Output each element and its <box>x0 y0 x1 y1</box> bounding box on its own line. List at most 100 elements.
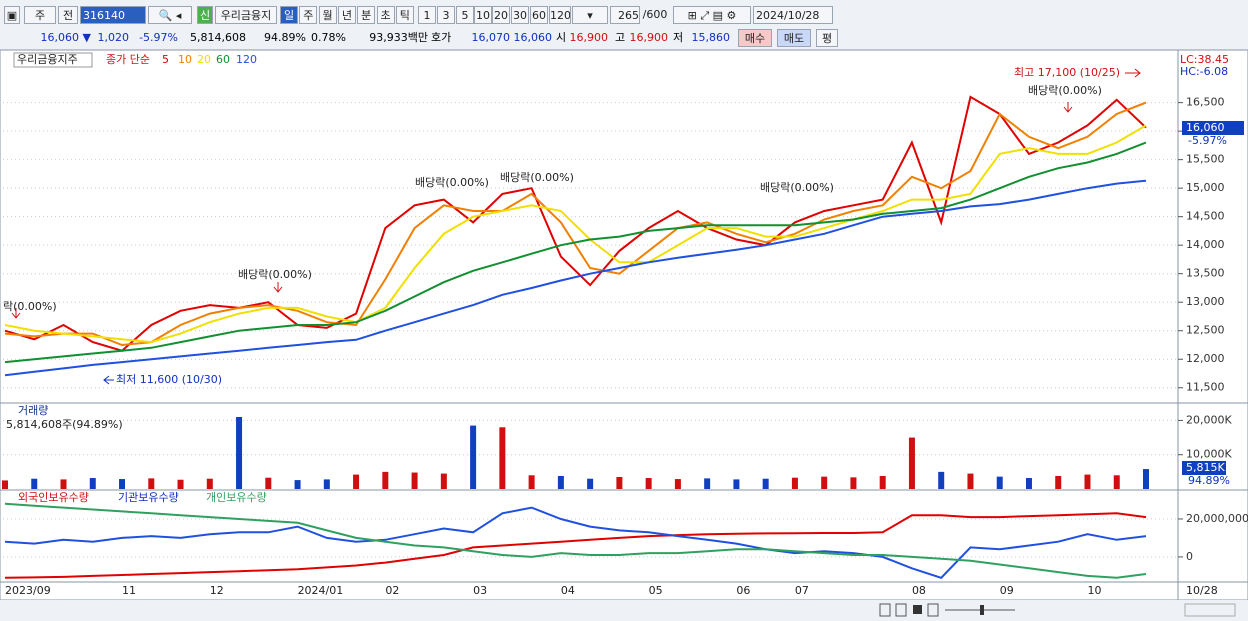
interval-button[interactable]: 일 <box>280 6 298 24</box>
y-tick-label: 0 <box>1186 550 1193 563</box>
y-tick-label: 12,500 <box>1186 324 1225 337</box>
y-tick-label: 20,000,000 <box>1186 512 1248 525</box>
volume-bar <box>1025 478 1032 489</box>
quote-label: 호가 <box>431 31 452 44</box>
volume-bar <box>791 477 798 489</box>
interval-button[interactable]: 틱 <box>395 6 414 24</box>
volume-bar <box>557 475 564 489</box>
series-line <box>4 141 1147 364</box>
volume-bar <box>382 471 389 489</box>
view-total: /600 <box>642 8 668 21</box>
annotation: 배당락(0.00%) <box>500 171 574 184</box>
code-input[interactable]: 316140 <box>80 6 146 24</box>
last-price-box <box>1182 121 1244 135</box>
volume-bar <box>411 472 418 489</box>
dividend-arrow <box>11 308 21 319</box>
legend-entry: 외국인보유수량 <box>18 491 89 504</box>
series-line <box>4 101 1147 347</box>
quote-volume-ratio: 94.89% <box>264 31 306 44</box>
quote-label: 시 <box>556 31 567 44</box>
view-count[interactable]: 265 <box>610 6 640 24</box>
x-tick-label: 12 <box>210 584 224 597</box>
interval-button[interactable]: 초 <box>376 6 395 24</box>
annotation: 배당락(0.00%) <box>415 176 489 189</box>
series-line <box>4 512 1147 579</box>
series-line <box>4 95 1147 352</box>
menu-icon[interactable]: ▣ <box>4 6 20 24</box>
volume-bar <box>89 478 96 489</box>
series-line <box>4 124 1147 344</box>
volume-bar <box>645 478 652 489</box>
volume-bar <box>528 475 535 489</box>
y-tick-label: 15,000 <box>1186 181 1225 194</box>
balance-button[interactable]: 평 <box>816 29 838 47</box>
volume-bar <box>31 478 38 489</box>
legend-entry: 60 <box>216 53 230 66</box>
legend-entry: 기관보유수량 <box>118 491 179 504</box>
x-tick-label: 11 <box>122 584 136 597</box>
volume-bar <box>1113 475 1120 489</box>
series-line <box>4 502 1147 579</box>
x-tick-label: 09 <box>1000 584 1014 597</box>
dividend-arrow <box>273 282 283 293</box>
quote-turnover: 0.78% <box>311 31 346 44</box>
tool-icons[interactable]: ⊞ ⤢ ▤ ⚙ <box>673 6 751 24</box>
panel-title: 거래량 <box>18 404 48 417</box>
search-icons[interactable]: 🔍 ◂ <box>148 6 192 24</box>
volume-bar <box>616 477 623 489</box>
y-tick-label: 15,500 <box>1186 153 1225 166</box>
volume-bar <box>967 473 974 489</box>
volume-bar <box>148 478 155 489</box>
low-arrow <box>103 375 114 385</box>
dividend-arrow <box>1063 102 1073 113</box>
mode-select[interactable]: 전 <box>58 6 78 24</box>
y-tick-label: 12,000 <box>1186 352 1225 365</box>
interval-button[interactable]: 분 <box>357 6 376 24</box>
panel-subtitle: 5,814,608주(94.89%) <box>6 418 123 431</box>
x-tick-label: 05 <box>649 584 663 597</box>
interval-button[interactable]: 20 <box>492 6 510 24</box>
interval-button[interactable]: 10 <box>474 6 492 24</box>
volume-bar <box>2 480 8 489</box>
volume-bar <box>996 476 1003 489</box>
volume-bar <box>1143 469 1149 489</box>
x-tick-label: 07 <box>795 584 809 597</box>
buy-button[interactable]: 매수 <box>738 29 772 47</box>
legend-entry: 개인보유수량 <box>206 491 267 504</box>
legend-entry: 120 <box>236 53 257 66</box>
quote-ask: 16,070 <box>471 31 511 44</box>
period-select[interactable]: 주 <box>24 6 56 24</box>
annotation: 최저 11,600 (10/30) <box>116 373 222 386</box>
quote-label: 고 <box>615 31 626 44</box>
interval-button[interactable]: 월 <box>318 6 337 24</box>
bottom-icons <box>879 603 1236 617</box>
annotation: 배당락(0.00%) <box>238 268 312 281</box>
right-label: HC:-6.08 <box>1180 65 1228 78</box>
interval-button[interactable]: 5 <box>456 6 474 24</box>
dropdown[interactable]: ▾ <box>572 6 608 24</box>
quote-low: 15,860 <box>691 31 731 44</box>
right-label: LC:38.45 <box>1180 53 1229 66</box>
interval-button[interactable]: 60 <box>530 6 548 24</box>
interval-button[interactable]: 1 <box>418 6 436 24</box>
volume-bar <box>938 471 945 489</box>
y-tick-label: 10,000K <box>1186 448 1232 461</box>
stock-name: 우리금융지 <box>215 6 277 24</box>
x-tick-label: 2023/09 <box>5 584 51 597</box>
y-tick-label: 13,500 <box>1186 267 1225 280</box>
interval-button[interactable]: 30 <box>511 6 529 24</box>
legend-entry: 20 <box>197 53 211 66</box>
interval-button[interactable]: 주 <box>299 6 318 24</box>
date-input[interactable]: 2024/10/28 <box>753 6 833 24</box>
sell-button[interactable]: 매도 <box>777 29 811 47</box>
volume-bar <box>206 478 213 489</box>
annotation: 배당락(0.00%) <box>1028 84 1102 97</box>
volume-bar <box>1084 474 1091 489</box>
y-tick-label: 14,000 <box>1186 238 1225 251</box>
interval-button[interactable]: 년 <box>337 6 356 24</box>
volume-bar <box>733 479 740 489</box>
interval-button[interactable]: 120 <box>549 6 571 24</box>
interval-button[interactable]: 3 <box>437 6 455 24</box>
x-tick-label: 04 <box>561 584 575 597</box>
x-tick-label: 2024/01 <box>298 584 344 597</box>
